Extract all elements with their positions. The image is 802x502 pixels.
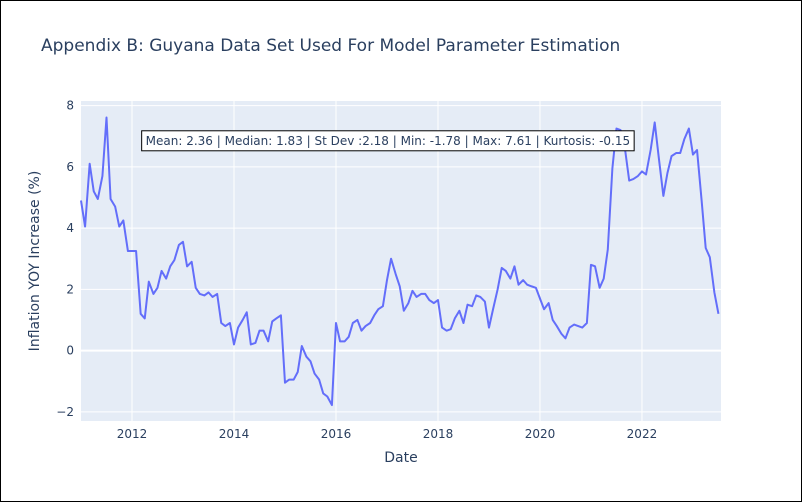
series-layer <box>80 116 720 407</box>
y-axis-title: Inflation YOY Increase (%) <box>27 171 43 352</box>
grid-lines <box>81 101 721 421</box>
y-tick-label: 0 <box>66 344 74 358</box>
stats-box <box>141 130 635 152</box>
y-tick-label: 2 <box>66 282 74 296</box>
y-axis-ticks: −2 0 2 4 6 8 <box>56 99 74 419</box>
y-tick-label: 4 <box>66 221 74 235</box>
x-tick-label: 2018 <box>423 427 454 441</box>
x-tick-label: 2012 <box>117 427 148 441</box>
x-tick-label: 2020 <box>525 427 556 441</box>
stats-text: Mean: 2.36 | Median: 1.83 | St Dev :2.18… <box>146 134 630 148</box>
y-tick-label: −2 <box>56 405 74 419</box>
x-axis-ticks: 2012 2014 2016 2018 2020 2022 <box>117 427 658 441</box>
y-tick-label: 8 <box>66 99 74 113</box>
series-line[interactable] <box>80 116 720 407</box>
stats-annotation: Mean: 2.36 | Median: 1.83 | St Dev :2.18… <box>141 130 635 152</box>
x-axis-title: Date <box>384 450 417 466</box>
x-tick-label: 2016 <box>321 427 352 441</box>
y-tick-label: 6 <box>66 160 74 174</box>
x-tick-label: 2014 <box>219 427 250 441</box>
x-tick-label: 2022 <box>627 427 658 441</box>
chart-title: Appendix B: Guyana Data Set Used For Mod… <box>41 36 621 56</box>
